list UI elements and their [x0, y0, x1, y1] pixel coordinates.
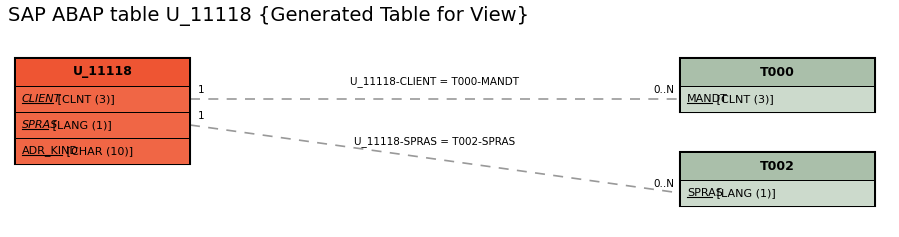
Text: U_11118-SPRAS = T002-SPRAS: U_11118-SPRAS = T002-SPRAS [354, 136, 516, 147]
Text: SPRAS: SPRAS [22, 120, 58, 130]
Text: CLIENT: CLIENT [22, 94, 61, 104]
Bar [680, 152, 875, 206]
Bar [681, 153, 874, 180]
Text: MANDT: MANDT [687, 94, 728, 104]
Text: 1: 1 [198, 111, 205, 121]
Text: [LANG (1)]: [LANG (1)] [713, 188, 776, 198]
Bar [681, 181, 874, 206]
Text: SAP ABAP table U_11118 {Generated Table for View}: SAP ABAP table U_11118 {Generated Table … [8, 6, 530, 26]
Bar [16, 87, 189, 112]
Text: 0..N: 0..N [653, 85, 674, 95]
Bar [15, 58, 190, 164]
Bar [16, 59, 189, 86]
Text: ADR_KIND: ADR_KIND [22, 146, 79, 156]
Text: T000: T000 [760, 65, 795, 78]
Text: U_11118-CLIENT = T000-MANDT: U_11118-CLIENT = T000-MANDT [351, 76, 520, 87]
Text: [CLNT (3)]: [CLNT (3)] [54, 94, 115, 104]
Bar [681, 59, 874, 86]
Text: [LANG (1)]: [LANG (1)] [49, 120, 111, 130]
Bar [16, 113, 189, 138]
Text: 0..N: 0..N [653, 179, 674, 189]
Bar [16, 139, 189, 164]
Text: [CHAR (10)]: [CHAR (10)] [63, 146, 133, 156]
Text: [CLNT (3)]: [CLNT (3)] [713, 94, 773, 104]
Text: T002: T002 [760, 160, 795, 173]
Text: U_11118: U_11118 [73, 65, 132, 78]
Text: 1: 1 [198, 85, 205, 95]
Bar [680, 58, 875, 112]
Text: SPRAS: SPRAS [687, 188, 723, 198]
Bar [681, 87, 874, 112]
